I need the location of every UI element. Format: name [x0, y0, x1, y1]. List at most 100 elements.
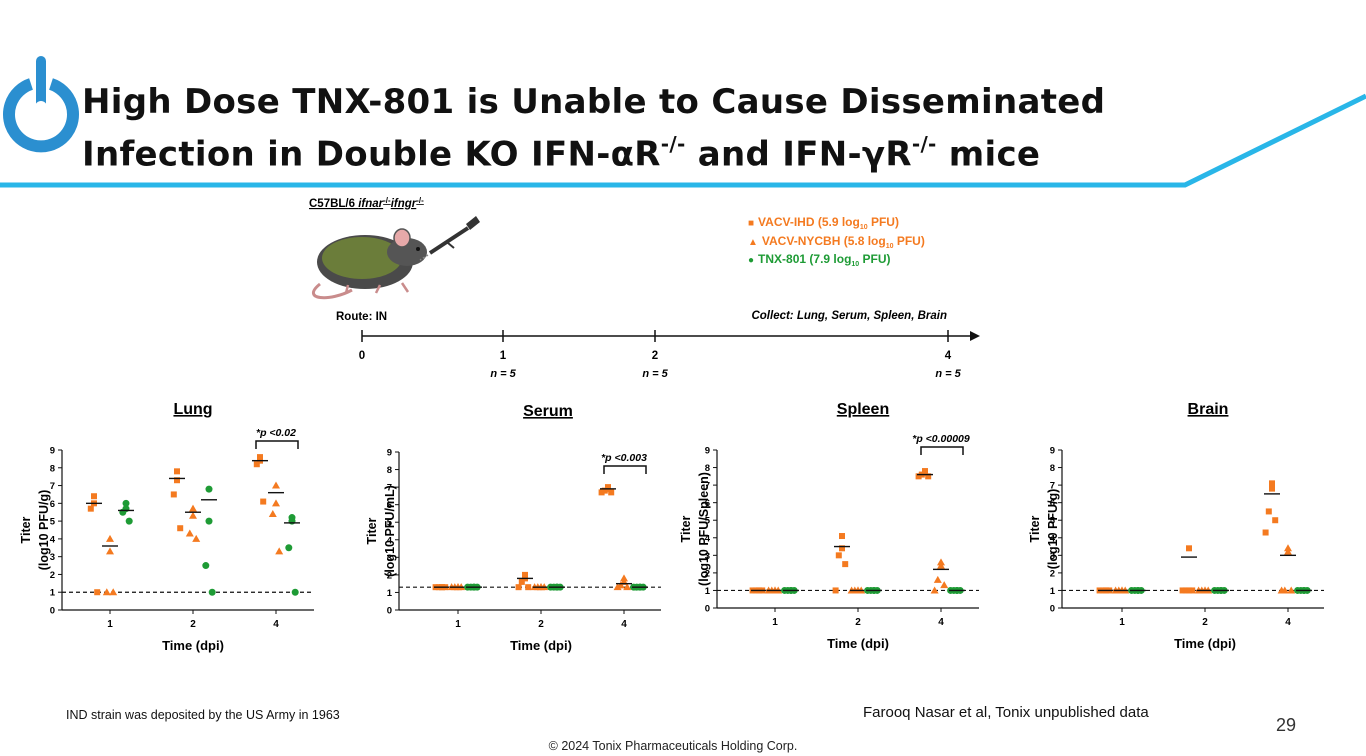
y-tick-label: 0 [50, 606, 55, 617]
y-tick-label: 1 [1050, 586, 1056, 597]
data-point-square [525, 584, 532, 591]
y-tick-label: 3 [1050, 551, 1055, 562]
y-tick-label: 9 [50, 446, 55, 457]
y-axis-label-line1: Titer [679, 515, 693, 542]
significance-bracket [920, 446, 964, 455]
data-point-square [925, 473, 932, 480]
data-point-triangle [940, 581, 949, 589]
data-point-circle [205, 517, 213, 525]
data-point-triangle [192, 534, 201, 542]
data-point-square [522, 571, 528, 578]
legend-item-vacv-ihd: ■ VACV-IHD (5.9 log10 PFU) [748, 215, 899, 231]
data-point-square [1186, 587, 1192, 594]
y-axis-label-line1: Titer [365, 517, 379, 544]
data-point-triangle [1284, 544, 1292, 552]
data-point-square [922, 469, 928, 476]
data-point-triangle [106, 547, 114, 555]
x-tick-label: 2 [538, 619, 544, 630]
data-point-triangle [1277, 586, 1286, 594]
data-point-triangle [102, 588, 111, 596]
x-axis-label: Time (dpi) [827, 636, 889, 651]
x-tick-label: 1 [107, 619, 113, 630]
data-point-triangle [623, 583, 632, 591]
y-tick-label: 3 [387, 553, 392, 564]
y-axis-label-line2: (log10 PFU/g) [37, 490, 51, 571]
data-point-square [177, 525, 184, 532]
y-tick-label: 9 [387, 448, 392, 459]
experimental-design: C57BL/6 ifnar-/-ifngr-/- ■ VACV-IHD (5.9 … [309, 196, 980, 380]
y-tick-label: 7 [705, 481, 710, 492]
y-tick-label: 3 [705, 551, 710, 562]
data-point-square [839, 533, 845, 540]
data-point-circle [122, 499, 130, 507]
y-tick-label: 7 [387, 483, 392, 494]
y-tick-label: 6 [1050, 498, 1055, 509]
mouse-with-dropper-icon [311, 216, 480, 300]
x-tick-label: 4 [1285, 617, 1291, 628]
y-tick-label: 4 [705, 533, 711, 544]
data-point-square [842, 561, 849, 568]
y-axis-label-line2: (log10 PFU/g) [1046, 489, 1060, 570]
titer-charts: 0 1 2 3 4 5 6 7 8 9 1 2 4 Lung Time (dpi) Titer (log10 P… [19, 401, 1324, 653]
power-icon [3, 56, 79, 153]
data-point-square [515, 584, 522, 591]
significance-bracket [603, 465, 647, 474]
data-point-triangle [613, 583, 622, 591]
y-tick-label: 8 [387, 465, 392, 476]
title-line-2c: mice [936, 134, 1041, 175]
data-point-triangle [1284, 547, 1292, 555]
n-label-1: n = 5 [490, 368, 516, 380]
series-tnx-801 [118, 485, 300, 596]
timeline-tick-1: 1 [500, 350, 507, 362]
data-point-square [832, 587, 839, 594]
y-tick-label: 2 [705, 568, 710, 579]
series-vacv-ihd [749, 468, 933, 594]
x-tick-label: 4 [621, 619, 627, 630]
y-tick-label: 2 [1050, 568, 1055, 579]
y-tick-label: 9 [1050, 446, 1055, 457]
y-tick-label: 7 [50, 481, 55, 492]
data-point-triangle [1287, 586, 1296, 594]
data-point-square [835, 552, 842, 559]
y-tick-label: 2 [387, 570, 392, 581]
series-vacv-ihd [86, 454, 268, 596]
data-point-square [87, 505, 94, 512]
data-point-triangle [109, 588, 118, 596]
data-point-square [1186, 545, 1192, 552]
data-point-triangle [106, 534, 114, 542]
series-vacv-nycbh [102, 481, 284, 596]
data-point-square [915, 473, 922, 480]
data-point-square [253, 461, 260, 468]
y-tick-label: 1 [705, 586, 711, 597]
y-tick-label: 4 [50, 534, 56, 545]
data-point-square [1272, 517, 1279, 524]
slide-title: High Dose TNX-801 is Unable to Cause Dis… [82, 80, 1232, 176]
x-axis-label: Time (dpi) [162, 638, 224, 653]
accent-line [0, 93, 1366, 188]
chart-lung: 0 1 2 3 4 5 6 7 8 9 1 2 4 Lung Time (dpi) Titer (log10 P… [19, 401, 314, 653]
data-point-square [1265, 508, 1272, 515]
y-tick-label: 6 [705, 498, 710, 509]
legend-item-tnx-801: ● TNX-801 (7.9 log10 PFU) [748, 252, 891, 268]
data-point-circle [291, 588, 299, 596]
data-point-square [174, 477, 180, 484]
data-point-square [174, 468, 180, 475]
page-number: 29 [1276, 715, 1297, 735]
data-point-square [257, 454, 263, 461]
data-point-square [598, 489, 605, 496]
chart-spleen: 0 1 2 3 4 5 6 7 8 9 1 2 4 Spleen Time (dpi) Titer (log10… [679, 401, 979, 651]
series-vacv-nycbh [764, 558, 949, 594]
series-vacv-nycbh [447, 574, 632, 591]
footnote: IND strain was deposited by the US Army … [66, 708, 340, 722]
header-decoration [0, 56, 1366, 188]
y-tick-label: 9 [705, 446, 710, 457]
significance-label: *p <0.003 [601, 452, 647, 464]
data-point-triangle [268, 510, 277, 517]
series-vacv-ihd [1096, 480, 1280, 594]
x-axis-label: Time (dpi) [1174, 636, 1236, 651]
y-axis-label-line2: (log10 PFU/mL) [383, 485, 397, 577]
data-point-square [1182, 587, 1189, 594]
y-axis-label-line1: Titer [1028, 515, 1042, 542]
title-line-1: High Dose TNX-801 is Unable to Cause Dis… [82, 82, 1106, 122]
y-tick-label: 5 [705, 516, 711, 527]
